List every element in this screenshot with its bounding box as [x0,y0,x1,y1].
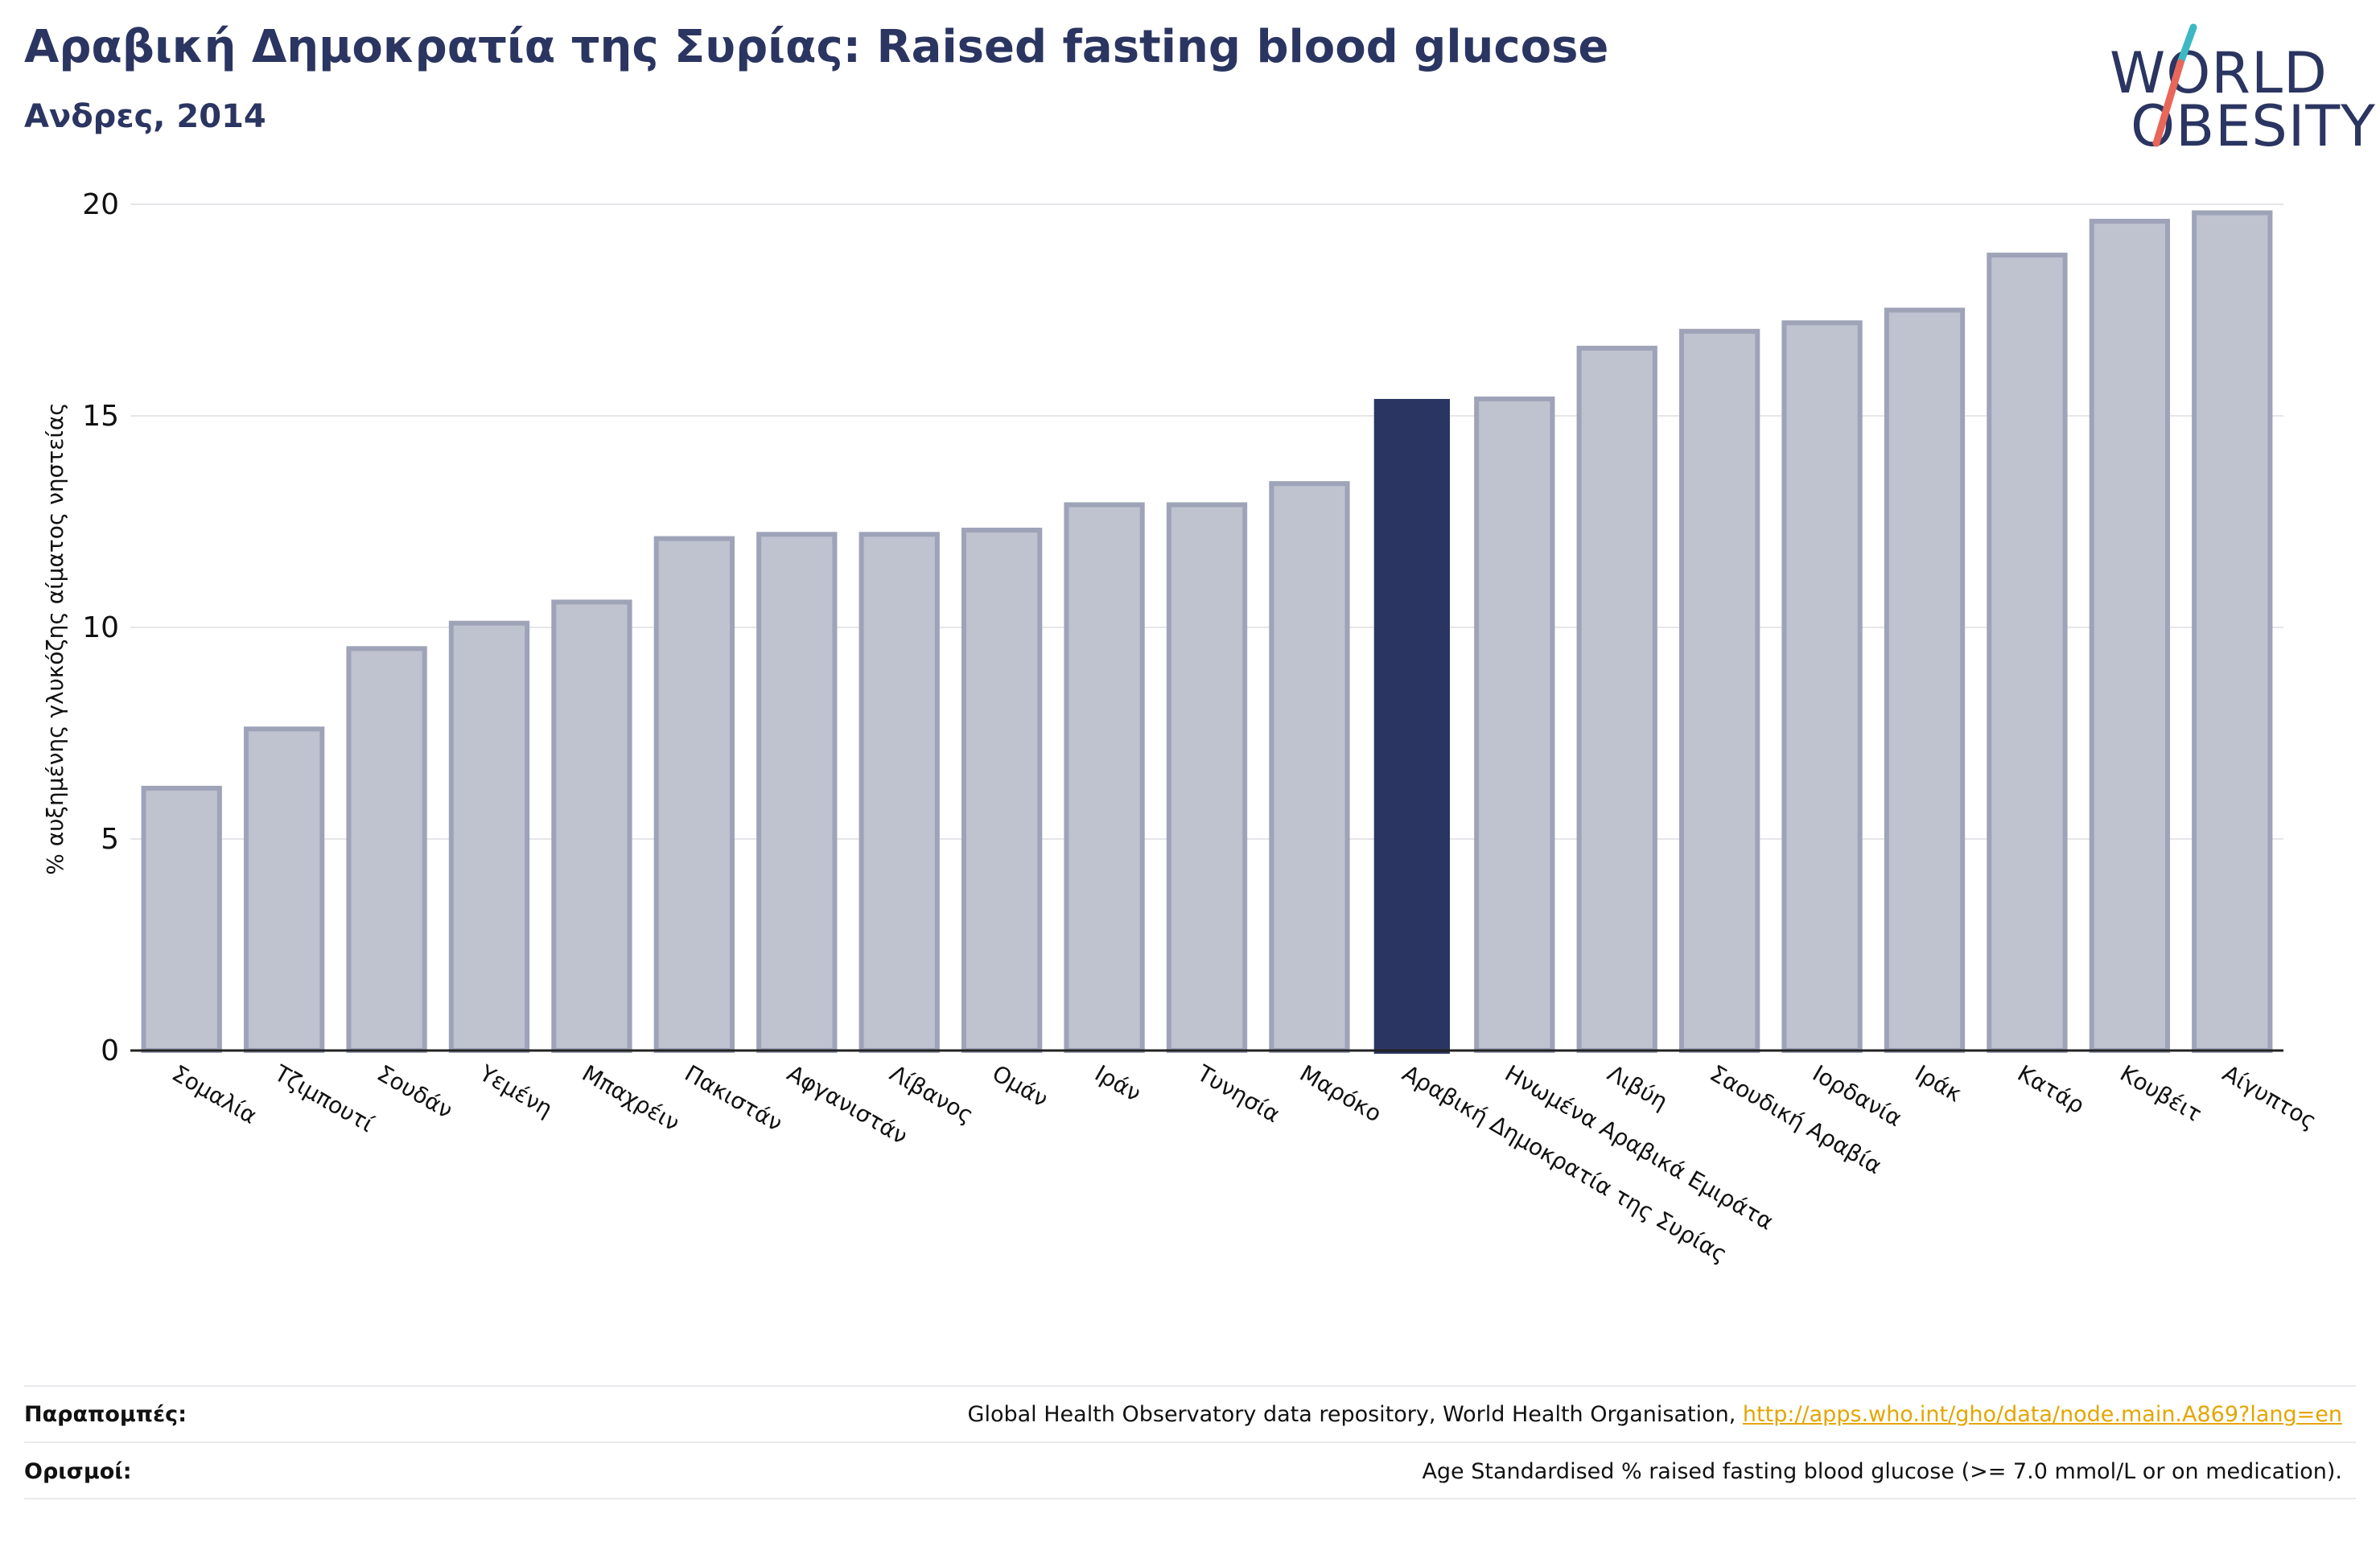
logo-slash-icon [2152,23,2197,147]
x-tick-label: Ομάν [988,1059,1053,1112]
bar [2192,210,2273,1053]
bar [859,532,940,1053]
x-tick-label: Σομαλία [167,1059,261,1129]
bar [2089,219,2171,1053]
logo-text-line2: OBESITY [2131,93,2376,159]
bar [1576,345,1657,1053]
x-tick-label: Τυνησία [1192,1059,1285,1128]
bar [1166,502,1248,1053]
bar [448,620,530,1053]
bar [961,528,1043,1053]
y-tick-label: 20 [82,188,119,221]
bar [653,536,735,1054]
bar [1269,481,1350,1054]
x-tick-label: Σαουδική Αραβία [1706,1059,1887,1179]
x-tick-label: Ιράν [1090,1059,1146,1107]
x-tick-label: Σουδάν [373,1059,457,1124]
x-tick-label: Λίβανος [885,1059,978,1129]
bar [1884,307,1966,1053]
x-tick-label: Αίγυπτος [2218,1059,2321,1134]
footer-divider-bottom [24,1498,2356,1499]
bar [1987,253,2068,1054]
logo-text-line1: WORLD [2110,40,2328,106]
bar [1781,320,1863,1053]
x-tick-label: Μαρόκο [1295,1059,1386,1127]
bar [243,726,325,1053]
y-tick-label: 15 [82,400,119,433]
y-tick-label: 10 [82,611,119,644]
world-obesity-logo: WORLD OBESITY [2092,23,2375,167]
bar [346,646,427,1053]
chart-subtitle: Ανδρες, 2014 [24,98,266,135]
x-tick-label: Κουβέιτ [2115,1059,2206,1127]
bar [756,532,838,1053]
x-tick-label: Τζιμπουτί [270,1059,379,1137]
x-tick-label: Ιράκ [1911,1059,1966,1107]
definitions-value: Age Standardised % raised fasting blood … [1422,1459,2342,1484]
x-tick-label: Λιβύη [1603,1059,1672,1115]
bar [1064,502,1145,1053]
x-tick-label: Πακιστάν [680,1059,787,1137]
y-axis-label: % αυξημένης γλυκόζης αίματος νηστείας [42,402,68,875]
bar [1474,396,1555,1053]
footer-divider-middle [24,1441,2356,1443]
references-label: Παραπομπές: [24,1402,187,1427]
x-tick-label: Κατάρ [2013,1059,2089,1119]
y-tick-labels: 0 5 10 15 20 [82,188,119,1067]
bars [141,210,2273,1055]
chart-title: Αραβική Δημοκρατία της Συρίας: Raised fa… [24,21,1609,73]
bar [551,599,632,1053]
y-tick-label: 0 [101,1034,119,1067]
footer-divider-top [24,1385,2356,1387]
bar [141,785,222,1053]
bar [1678,328,1760,1054]
bar-highlighted [1373,398,1451,1055]
x-tick-label: Μπαχρέιν [578,1059,684,1136]
references-link[interactable]: http://apps.who.int/gho/data/node.main.A… [1742,1402,2342,1427]
x-tick-label: Υεμένη [475,1059,558,1122]
references-text: Global Health Observatory data repositor… [967,1402,1743,1427]
y-tick-label: 5 [101,823,119,856]
definitions-label: Ορισμοί: [24,1459,132,1484]
references-value: Global Health Observatory data repositor… [968,1402,2342,1427]
